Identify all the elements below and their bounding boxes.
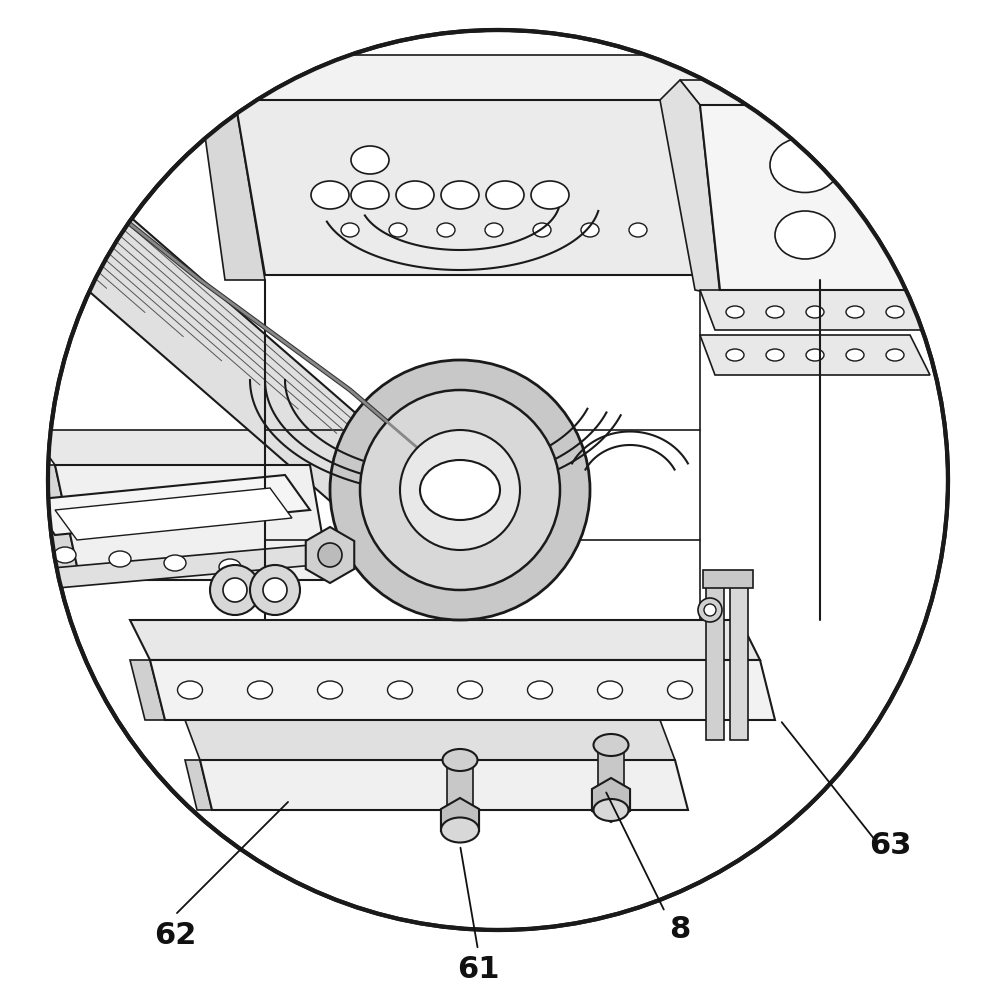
Ellipse shape: [770, 137, 840, 192]
Ellipse shape: [441, 181, 479, 209]
Bar: [703, 570, 753, 588]
Polygon shape: [55, 488, 292, 540]
Polygon shape: [790, 100, 875, 285]
Bar: [598, 745, 624, 810]
Ellipse shape: [389, 223, 407, 237]
Ellipse shape: [726, 349, 744, 361]
Ellipse shape: [54, 547, 76, 563]
Polygon shape: [30, 195, 490, 575]
Ellipse shape: [485, 223, 503, 237]
Text: 62: 62: [154, 920, 196, 950]
Polygon shape: [592, 778, 630, 822]
Ellipse shape: [629, 223, 647, 237]
Polygon shape: [441, 798, 479, 842]
Polygon shape: [130, 660, 165, 720]
Circle shape: [318, 543, 342, 567]
Ellipse shape: [351, 181, 389, 209]
Circle shape: [330, 360, 590, 620]
Polygon shape: [30, 465, 80, 580]
Polygon shape: [30, 475, 310, 535]
Ellipse shape: [531, 181, 569, 209]
Ellipse shape: [886, 306, 904, 318]
Ellipse shape: [597, 681, 622, 699]
Polygon shape: [200, 100, 265, 280]
Ellipse shape: [420, 460, 500, 520]
Polygon shape: [680, 80, 890, 105]
Circle shape: [48, 30, 948, 930]
Ellipse shape: [766, 306, 784, 318]
Ellipse shape: [109, 551, 131, 567]
Polygon shape: [55, 465, 330, 580]
Ellipse shape: [317, 681, 343, 699]
Polygon shape: [200, 760, 688, 810]
Ellipse shape: [388, 681, 413, 699]
Ellipse shape: [164, 555, 186, 571]
Polygon shape: [660, 80, 720, 295]
Text: 61: 61: [457, 956, 499, 984]
Ellipse shape: [593, 799, 628, 821]
Polygon shape: [235, 100, 820, 275]
Ellipse shape: [443, 749, 478, 771]
Circle shape: [48, 30, 948, 930]
Ellipse shape: [311, 181, 349, 209]
Ellipse shape: [341, 223, 359, 237]
Ellipse shape: [486, 181, 524, 209]
Ellipse shape: [581, 223, 599, 237]
Polygon shape: [30, 430, 310, 465]
Polygon shape: [200, 55, 790, 100]
Ellipse shape: [806, 306, 824, 318]
Circle shape: [698, 598, 722, 622]
Polygon shape: [870, 80, 955, 295]
Polygon shape: [150, 660, 775, 720]
Circle shape: [223, 578, 247, 602]
Ellipse shape: [846, 349, 864, 361]
Ellipse shape: [806, 349, 824, 361]
Polygon shape: [130, 620, 760, 660]
Circle shape: [360, 390, 560, 590]
Ellipse shape: [219, 559, 241, 575]
Ellipse shape: [775, 211, 835, 259]
Ellipse shape: [441, 818, 479, 842]
Circle shape: [400, 430, 520, 550]
Circle shape: [263, 578, 287, 602]
Ellipse shape: [846, 306, 864, 318]
Polygon shape: [306, 527, 354, 583]
Ellipse shape: [668, 681, 693, 699]
Polygon shape: [700, 290, 930, 330]
Ellipse shape: [247, 681, 272, 699]
Ellipse shape: [396, 181, 434, 209]
Bar: [447, 760, 473, 830]
Bar: [730, 580, 748, 740]
Ellipse shape: [527, 681, 552, 699]
Ellipse shape: [458, 681, 483, 699]
Ellipse shape: [593, 734, 628, 756]
Ellipse shape: [437, 223, 455, 237]
Text: 63: 63: [868, 830, 911, 859]
Polygon shape: [30, 545, 315, 590]
Polygon shape: [185, 720, 675, 760]
Text: 8: 8: [669, 916, 691, 944]
Bar: [706, 580, 724, 740]
Circle shape: [250, 565, 300, 615]
Polygon shape: [185, 760, 212, 810]
Polygon shape: [700, 335, 930, 375]
Ellipse shape: [177, 681, 202, 699]
Circle shape: [210, 565, 260, 615]
Ellipse shape: [886, 349, 904, 361]
Ellipse shape: [726, 306, 744, 318]
Polygon shape: [700, 105, 910, 290]
Ellipse shape: [351, 146, 389, 174]
Circle shape: [704, 604, 716, 616]
Ellipse shape: [766, 349, 784, 361]
Ellipse shape: [533, 223, 551, 237]
